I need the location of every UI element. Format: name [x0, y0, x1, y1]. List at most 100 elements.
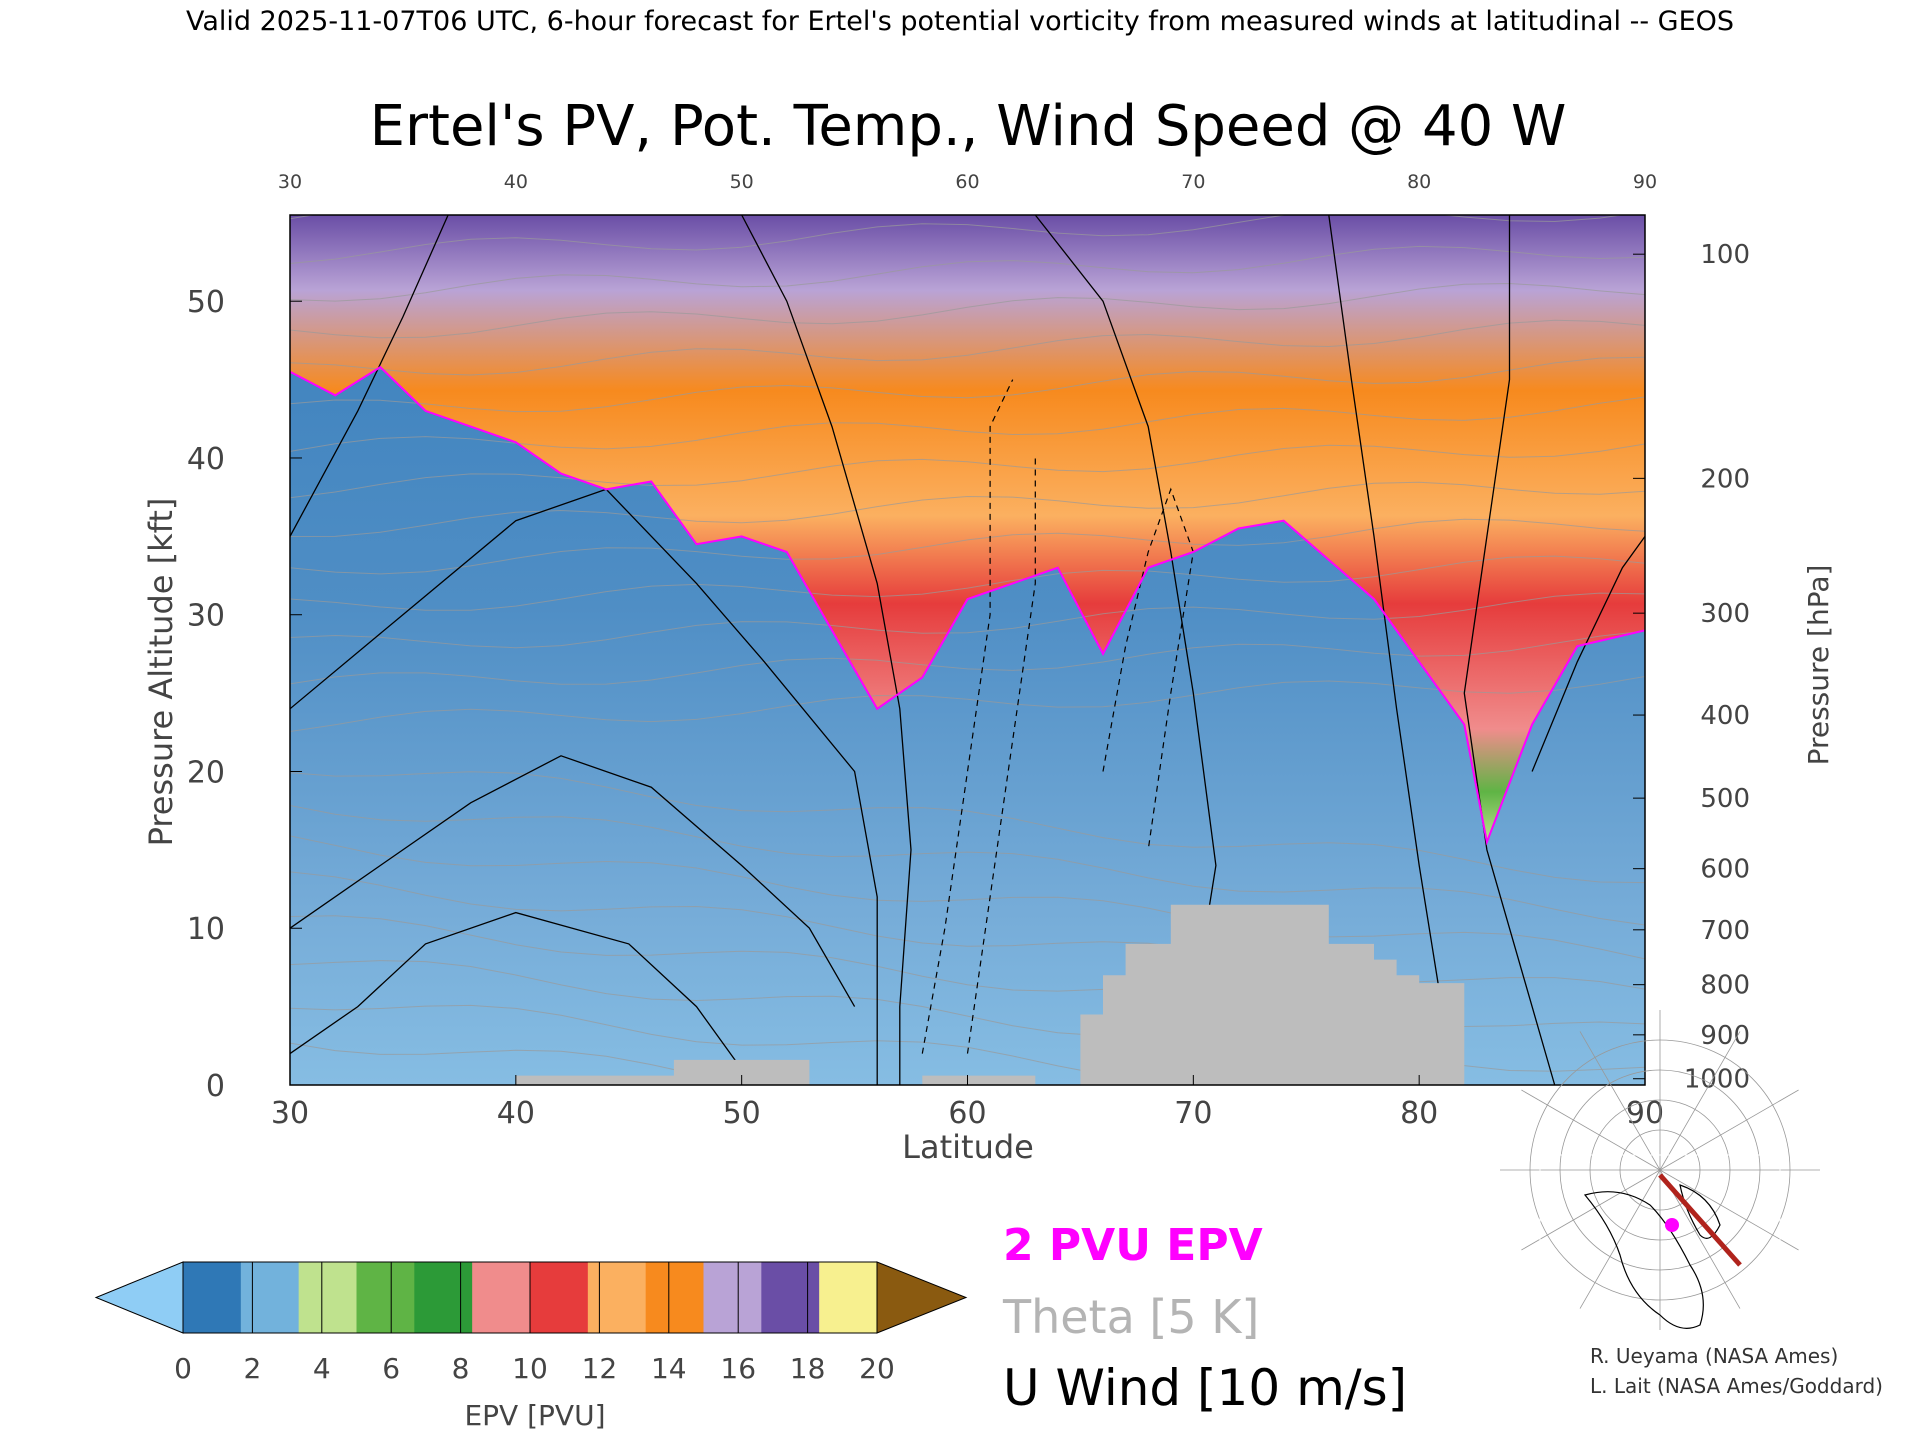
theta-contour [290, 282, 1645, 339]
y-tick-label: 40 [187, 442, 225, 477]
inset-greenland [1679, 1184, 1721, 1239]
legend-item: U Wind [10 m/s] [1003, 1359, 1407, 1417]
colorbar-segment [472, 1262, 531, 1333]
inset-meridian [1659, 1031, 1741, 1171]
colorbar-segment [819, 1262, 878, 1333]
theta-contour [290, 1004, 1408, 1085]
colorbar-segment [240, 1262, 300, 1333]
pressure-tick-label: 300 [1700, 599, 1750, 629]
colorbar-under-arrow [94, 1261, 184, 1334]
colorbar-segment [761, 1262, 820, 1333]
theta-contour [290, 481, 1645, 537]
x-top-tick-label: 40 [504, 171, 528, 193]
theta-contour [290, 245, 1645, 302]
x-tick-label: 80 [1400, 1096, 1438, 1131]
x-tick-label: 70 [1174, 1096, 1212, 1131]
x-tick-label: 50 [723, 1096, 761, 1131]
colorbar-label: EPV [PVU] [464, 1399, 605, 1432]
inset-meridian [1659, 1169, 1799, 1251]
theta-contour [290, 592, 1645, 649]
wind-contour [290, 215, 449, 537]
x-top-tick-label: 80 [1407, 171, 1431, 193]
inset-meridian [1579, 1031, 1661, 1171]
theta-contour [290, 319, 1645, 376]
y-tick-label: 30 [187, 599, 225, 634]
colorbar-segment [356, 1262, 415, 1333]
x-top-tick-label: 50 [730, 171, 754, 193]
colorbar-segment [414, 1262, 473, 1333]
colorbar-tick-label: 16 [720, 1352, 756, 1385]
colorbar-tick-label: 12 [582, 1352, 618, 1385]
legend-item: Theta [5 K] [1002, 1290, 1259, 1344]
plot-area [290, 215, 1645, 1085]
theta-contour [290, 676, 1645, 732]
x-top-tick-label: 60 [955, 171, 979, 193]
credit-line-2: L. Lait (NASA Ames/Goddard) [1590, 1374, 1883, 1398]
y-axis-label: Pressure Altitude [kft] [142, 498, 180, 847]
pressure-tick-label: 500 [1700, 784, 1750, 814]
x-axis-label: Latitude [902, 1128, 1034, 1166]
x-top-tick-label: 70 [1181, 171, 1205, 193]
theta-contour [290, 630, 1645, 685]
theta-contours [290, 215, 1645, 1085]
inset-meridian [1521, 1169, 1661, 1251]
inset-meridian [1659, 1089, 1799, 1171]
stratosphere-field [290, 215, 1645, 842]
terrain-mask [515, 904, 1465, 1085]
theta-contour [290, 443, 1645, 499]
y-tick-label: 10 [187, 912, 225, 947]
colorbar-tick-label: 20 [859, 1352, 895, 1385]
tropopause-2pvu-line [290, 365, 1645, 846]
credit-line-1: R. Ueyama (NASA Ames) [1590, 1344, 1838, 1368]
y2-axis-label: Pressure [hPa] [1802, 565, 1835, 766]
inset-coastline [1583, 1191, 1704, 1329]
wind-contour [1531, 536, 1645, 772]
wind-contour [290, 488, 878, 1085]
colorbar: 0 2 4 6 8 10 12 14 16 18 20 [94, 1261, 968, 1385]
colorbar-segment [530, 1262, 589, 1333]
colorbar-tick-label: 18 [790, 1352, 826, 1385]
pressure-tick-label: 400 [1700, 701, 1750, 731]
x-top-tick-label: 90 [1633, 171, 1657, 193]
inset-frame [1539, 1154, 1781, 1356]
theta-contour [290, 215, 1625, 264]
pressure-tick-label: 700 [1700, 916, 1750, 946]
wind-contour [1463, 215, 1556, 1085]
chart-title: Ertel's PV, Pot. Temp., Wind Speed @ 40 … [370, 94, 1567, 159]
theta-contour [290, 771, 1645, 884]
colorbar-segment [703, 1262, 762, 1333]
inset-location-marker [1665, 1218, 1679, 1232]
colorbar-tick-label: 0 [174, 1352, 192, 1385]
wind-contour [290, 755, 856, 1007]
theta-contour [290, 555, 1645, 611]
theta-contour [290, 1042, 761, 1085]
y-tick-label: 0 [206, 1069, 225, 1104]
valid-time-header: Valid 2025-11-07T06 UTC, 6-hour forecast… [186, 6, 1734, 37]
x-top-tick-label: 30 [278, 171, 302, 193]
pressure-tick-label: 600 [1700, 855, 1750, 885]
pressure-tick-label: 100 [1700, 240, 1750, 270]
colorbar-tick-label: 8 [452, 1352, 470, 1385]
colorbar-segment [298, 1262, 357, 1333]
colorbar-tick-label: 6 [382, 1352, 400, 1385]
legend: 2 PVU EPV Theta [5 K] U Wind [10 m/s] [1002, 1220, 1407, 1417]
theta-contour [290, 835, 1645, 960]
colorbar-over-arrow [876, 1261, 968, 1334]
inset-meridian [1521, 1089, 1661, 1171]
x-tick-label: 40 [497, 1096, 535, 1131]
colorbar-tick-label: 10 [512, 1352, 548, 1385]
axes: 30 30 40 40 50 50 60 60 70 70 80 80 90 900 10 20 30 40 50 1… [187, 171, 1750, 1131]
inset-cross-section-track [1658, 1173, 1742, 1267]
wind-contour [290, 911, 743, 1070]
colorbar-segment [587, 1262, 647, 1333]
pressure-tick-label: 900 [1700, 1021, 1750, 1051]
y-tick-label: 20 [187, 755, 225, 790]
theta-contour [290, 805, 1645, 926]
y-tick-label: 50 [187, 285, 225, 320]
location-map-inset [1500, 1010, 1820, 1356]
colorbar-tick-label: 14 [651, 1352, 687, 1385]
pressure-tick-label: 200 [1700, 464, 1750, 494]
legend-item: 2 PVU EPV [1003, 1220, 1263, 1271]
pressure-tick-label: 800 [1700, 971, 1750, 1001]
